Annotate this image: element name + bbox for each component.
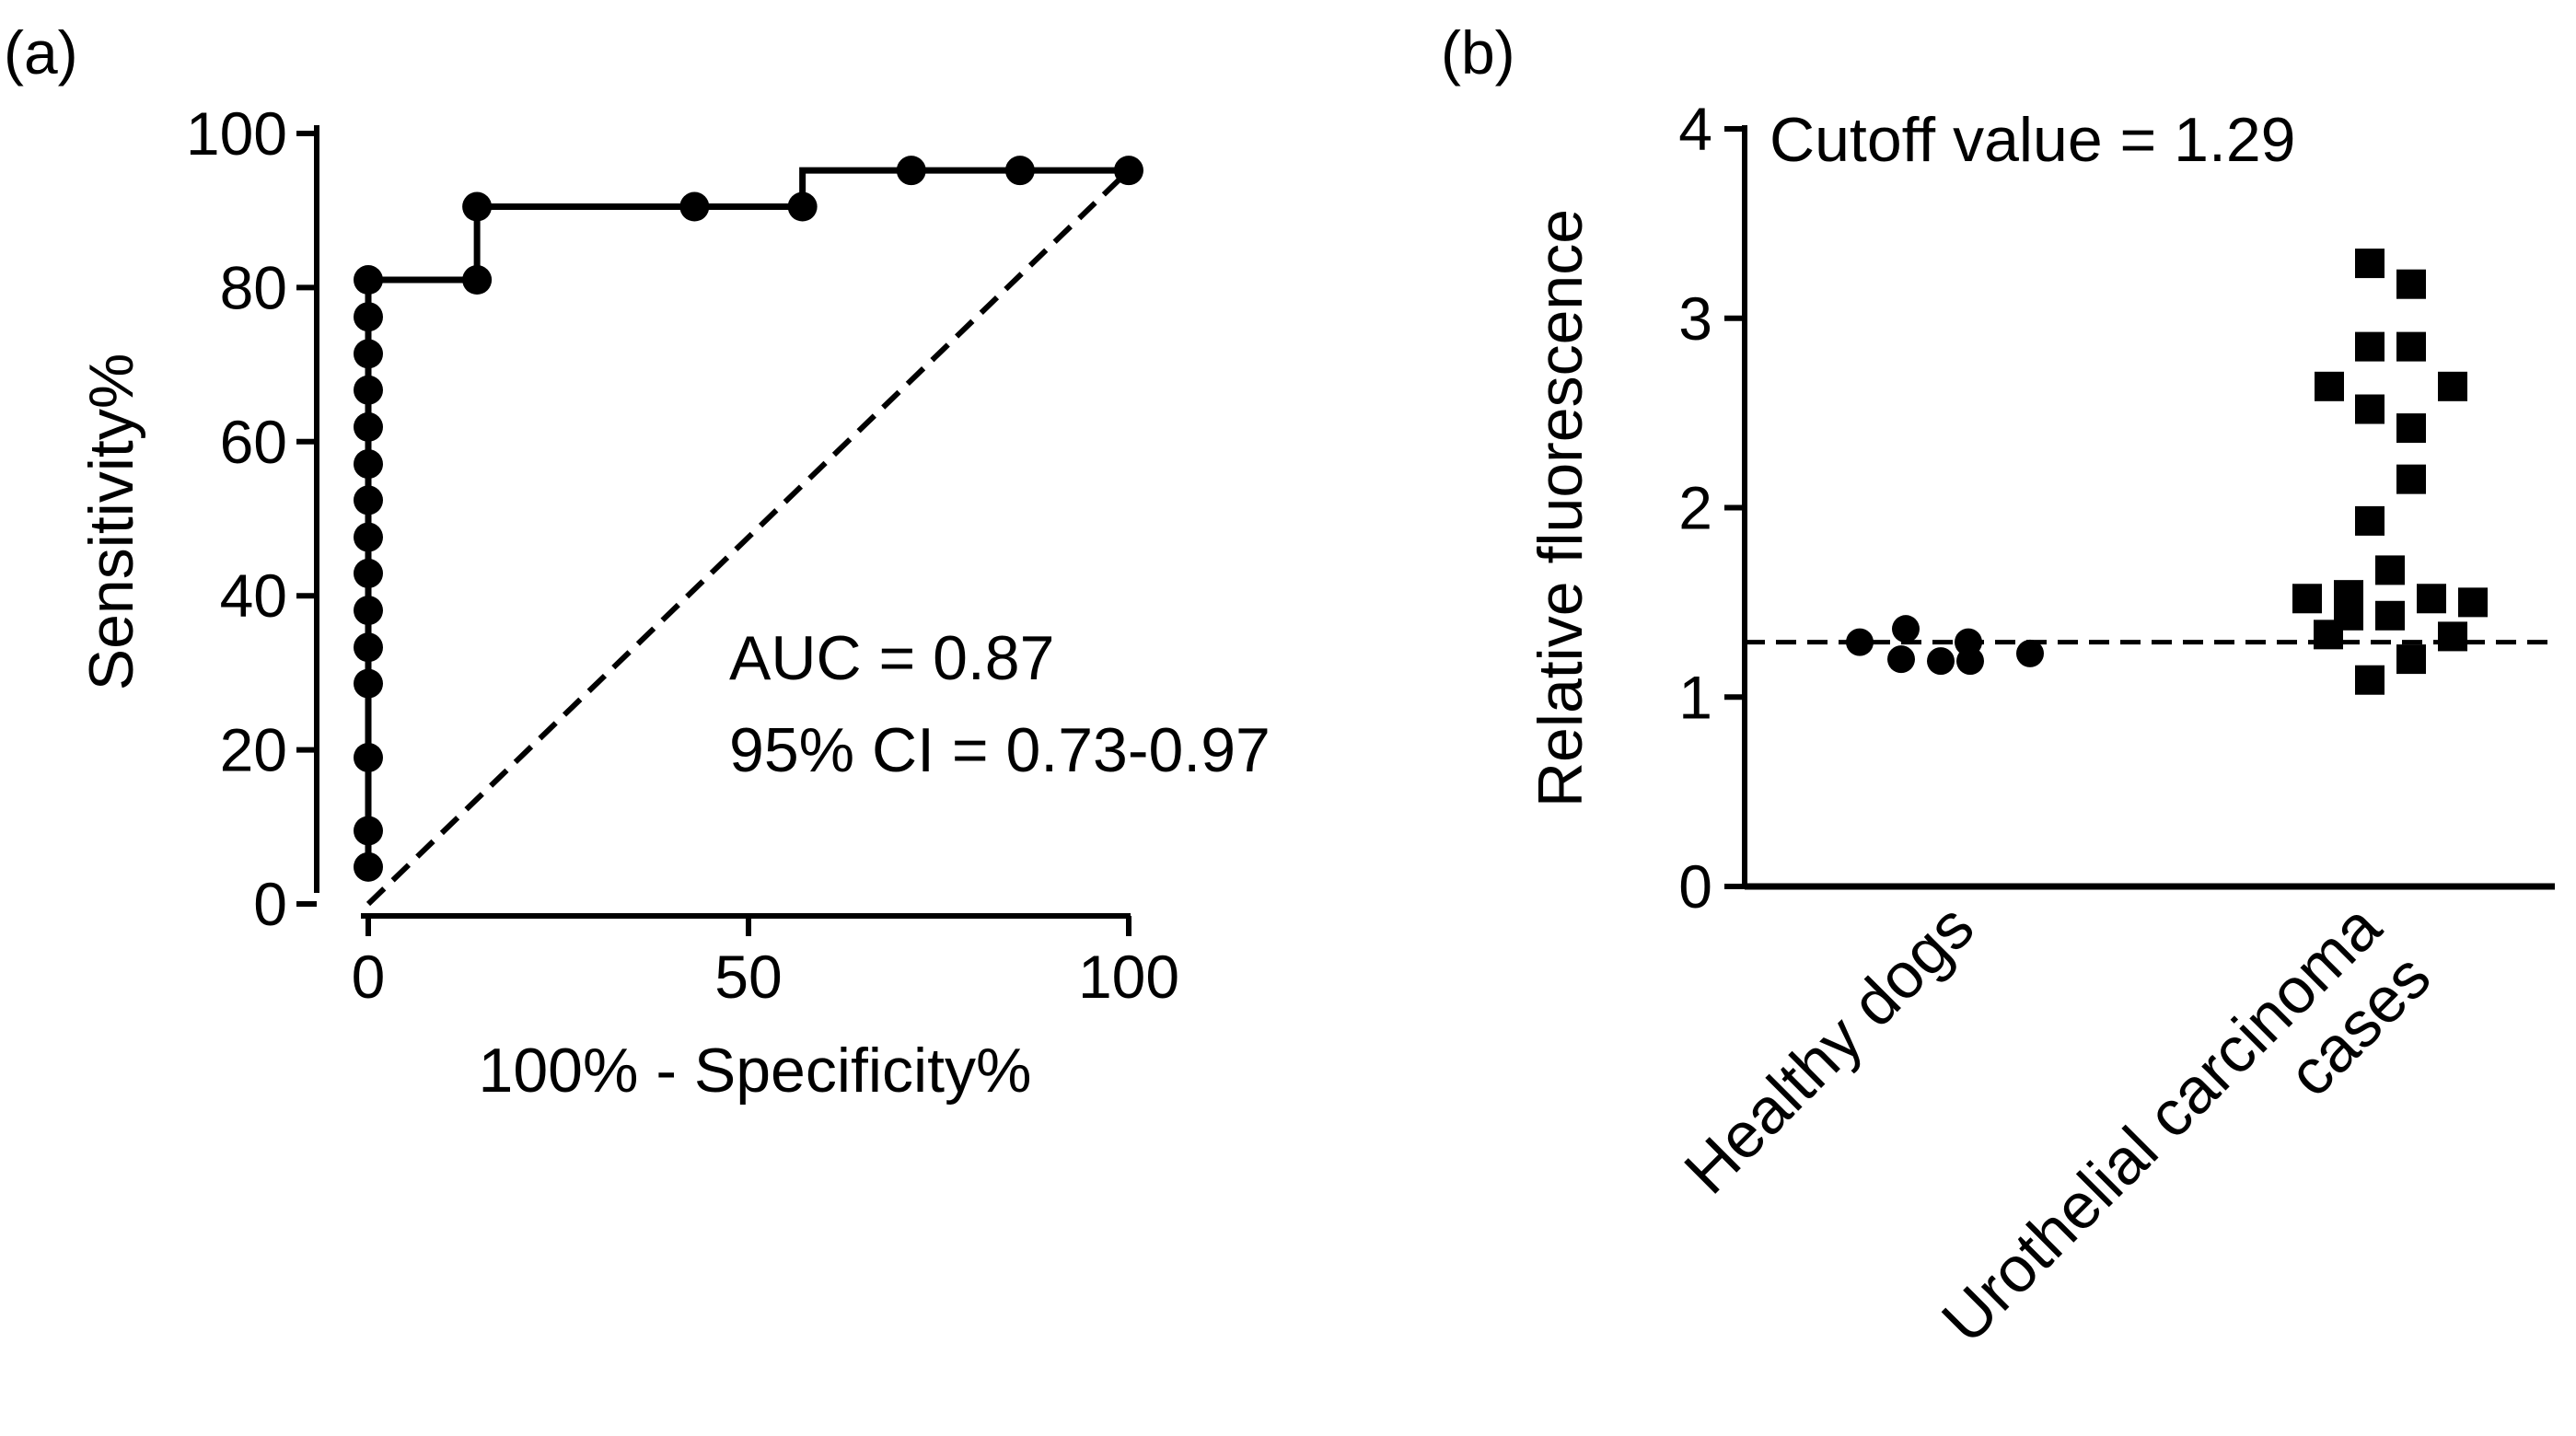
carcinoma-point	[2375, 600, 2405, 631]
carcinoma-point	[2438, 371, 2467, 401]
carcinoma-point	[2438, 621, 2467, 652]
roc-point	[787, 191, 818, 222]
roc-point	[354, 265, 383, 295]
roc-point	[462, 191, 493, 222]
carcinoma-point	[2292, 584, 2322, 614]
healthy-point	[1956, 647, 1984, 676]
dotplot-y-axis-label: Relative fluorescence	[1526, 209, 1595, 807]
carcinoma-point	[2396, 644, 2426, 675]
roc-point	[354, 485, 383, 515]
healthy-point	[2016, 639, 2044, 667]
auc-annotation: AUC = 0.87	[729, 623, 1054, 693]
carcinoma-point	[2355, 331, 2385, 362]
healthy-point	[1892, 615, 1920, 643]
roc-point	[354, 339, 383, 369]
roc-point	[354, 375, 383, 405]
roc-x-tick-label: 50	[714, 943, 782, 1011]
roc-y-tick-label: 60	[220, 408, 287, 476]
healthy-point	[1927, 647, 1955, 676]
healthy-point	[1887, 645, 1915, 674]
dotplot-y-tick-label: 1	[1678, 663, 1712, 731]
dotplot-y-tick-label: 4	[1678, 95, 1712, 163]
roc-point	[354, 816, 383, 846]
cutoff-annotation: Cutoff value = 1.29	[1770, 105, 2296, 175]
roc-reference-line	[366, 168, 1131, 907]
roc-point	[462, 265, 493, 295]
roc-y-tick-label: 40	[220, 562, 287, 630]
roc-point	[354, 632, 383, 663]
carcinoma-point	[2375, 555, 2405, 585]
roc-point	[354, 411, 383, 442]
roc-y-ticks: 0 20 40 60 80 100	[186, 99, 317, 938]
roc-x-axis-label: 100% - Specificity%	[479, 1036, 1032, 1106]
panel-label-b: (b)	[1441, 18, 1515, 87]
dotplot-y-tick-label: 0	[1678, 852, 1712, 921]
dotplot-y-tick-label: 2	[1678, 474, 1712, 542]
carcinoma-point	[2396, 331, 2426, 362]
roc-panel: (a) 0 20 40 60 80 100 0 50 100 AUC = 0.87 95% C…	[4, 18, 1271, 1106]
roc-x-ticks: 0 50 100	[352, 916, 1179, 1011]
roc-points	[354, 156, 1143, 882]
dotplot-y-ticks: 0 1 2 3 4	[1678, 95, 1745, 921]
roc-x-tick-label: 0	[352, 943, 386, 1011]
roc-point	[354, 851, 383, 882]
category-label-uc-line1: Urothelial carcinoma	[1928, 890, 2394, 1356]
roc-point	[354, 449, 383, 480]
roc-y-tick-label: 0	[253, 870, 287, 938]
roc-point	[354, 522, 383, 552]
dotplot-y-tick-label: 3	[1678, 284, 1712, 353]
panel-label-a: (a)	[4, 18, 78, 87]
roc-point	[354, 742, 383, 772]
carcinoma-point	[2458, 587, 2488, 618]
carcinoma-point	[2396, 269, 2426, 299]
roc-point	[679, 191, 710, 222]
carcinoma-point	[2396, 464, 2426, 494]
dotplot-points	[1846, 249, 2488, 695]
healthy-point	[1846, 628, 1874, 656]
carcinoma-point	[2355, 665, 2385, 695]
roc-point	[354, 302, 383, 332]
carcinoma-point	[2315, 371, 2344, 401]
category-label-healthy: Healthy dogs	[1671, 890, 1988, 1207]
roc-point	[896, 156, 926, 186]
roc-y-tick-label: 100	[186, 99, 287, 168]
carcinoma-point	[2417, 584, 2446, 614]
roc-point	[354, 668, 383, 699]
roc-y-tick-label: 80	[220, 253, 287, 321]
dotplot-panel: (b) 0 1 2 3 4 Cutoff value = 1.29 Relative f…	[1441, 18, 2555, 1357]
roc-point	[1004, 156, 1035, 186]
roc-y-tick-label: 20	[220, 716, 287, 784]
ci-annotation: 95% CI = 0.73-0.97	[729, 715, 1271, 785]
carcinoma-point	[2355, 249, 2385, 279]
roc-y-axis-label: Sensitivity%	[76, 353, 146, 691]
carcinoma-point	[2314, 620, 2343, 650]
carcinoma-point	[2355, 394, 2385, 424]
roc-point	[354, 596, 383, 626]
carcinoma-point	[2355, 505, 2385, 536]
roc-point	[1114, 156, 1143, 186]
roc-point	[354, 558, 383, 588]
roc-x-tick-label: 100	[1078, 943, 1179, 1011]
carcinoma-point	[2396, 413, 2426, 444]
